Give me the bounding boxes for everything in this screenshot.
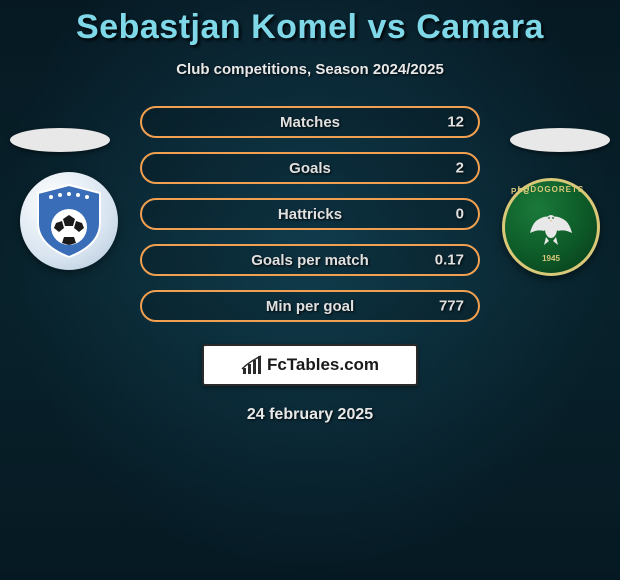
- left-platform-ellipse: [10, 128, 110, 152]
- stat-value: 12: [447, 114, 464, 131]
- stat-row: Goals per match 0.17: [140, 244, 480, 276]
- team-badge-left: [20, 172, 118, 270]
- stat-label: Hattricks: [278, 206, 342, 223]
- brand-text: FcTables.com: [267, 355, 379, 375]
- shield-icon: [34, 183, 104, 259]
- stat-value: 0.17: [435, 252, 464, 269]
- date-text: 24 february 2025: [247, 406, 373, 424]
- right-platform-ellipse: [510, 128, 610, 152]
- eagle-icon: [526, 209, 576, 249]
- stat-row: Goals 2: [140, 152, 480, 184]
- badge-ring-text: LUDOGORETS: [518, 185, 584, 194]
- stat-value: 0: [456, 206, 464, 223]
- stat-label: Min per goal: [266, 298, 354, 315]
- stat-row: Hattricks 0: [140, 198, 480, 230]
- stat-label: Goals: [289, 160, 331, 177]
- stat-label: Goals per match: [251, 252, 369, 269]
- subtitle: Club competitions, Season 2024/2025: [176, 61, 444, 78]
- team-badge-right: PFC LUDOGORETS 1945: [502, 178, 600, 276]
- stat-label: Matches: [280, 114, 340, 131]
- stat-row: Matches 12: [140, 106, 480, 138]
- brand-box: FcTables.com: [202, 344, 418, 386]
- page-title: Sebastjan Komel vs Camara: [76, 8, 544, 47]
- badge-year: 1945: [542, 254, 560, 263]
- stat-value: 2: [456, 160, 464, 177]
- stat-row: Min per goal 777: [140, 290, 480, 322]
- stats-list: Matches 12 Goals 2 Hattricks 0 Goals per…: [140, 106, 480, 322]
- stat-value: 777: [439, 298, 464, 315]
- bar-chart-icon: [241, 354, 263, 376]
